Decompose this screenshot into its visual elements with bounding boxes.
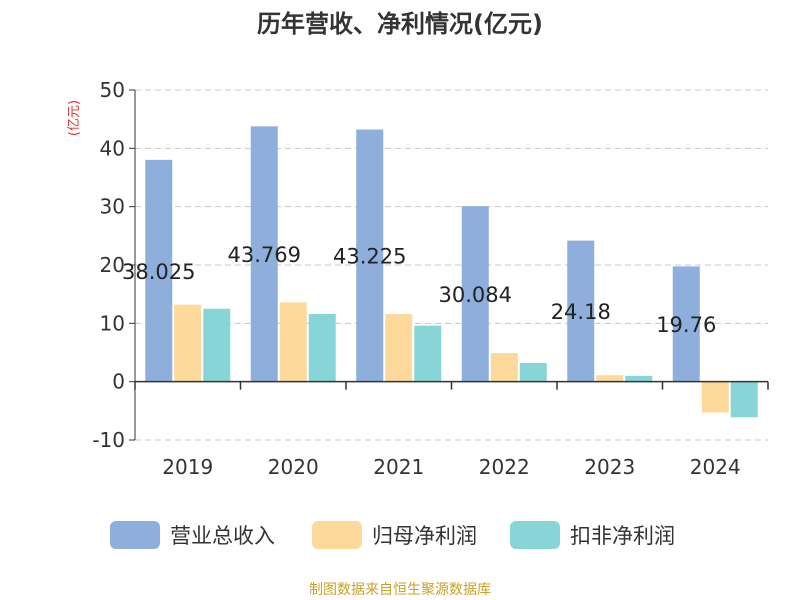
bar-3-2023 (625, 375, 653, 382)
bar-2-2020 (279, 302, 307, 382)
chart-title: 历年营收、净利情况(亿元) (257, 10, 543, 38)
legend-swatch (312, 521, 362, 549)
data-label: 43.769 (228, 243, 301, 267)
data-label: 24.18 (551, 300, 611, 324)
y-tick-label: 50 (100, 78, 125, 102)
legend-item-1[interactable]: 营业总收入 (110, 521, 275, 549)
bar-1-2019 (145, 159, 173, 382)
bar-3-2019 (203, 308, 231, 382)
bar-2-2023 (596, 375, 624, 382)
bar-3-2022 (519, 363, 547, 382)
bar-1-2021 (356, 129, 384, 382)
data-labels: 38.025 43.769 43.225 30.084 24.18 19.76 (122, 243, 716, 337)
source-note: 制图数据来自恒生聚源数据库 (309, 582, 491, 598)
x-tick-label: 2019 (162, 455, 213, 479)
legend-label: 扣非净利润 (570, 524, 675, 548)
bar-2-2022 (490, 353, 518, 382)
data-label: 43.225 (333, 245, 406, 269)
x-tick-label: 2023 (584, 455, 635, 479)
bar-3-2024 (730, 381, 758, 418)
bar-3-2021 (414, 325, 442, 382)
y-axis-label: (亿元) (67, 100, 82, 136)
y-tick-label: 20 (100, 253, 125, 277)
legend[interactable]: 营业总收入 归母净利润 扣非净利润 (110, 521, 675, 549)
data-label: 19.76 (656, 313, 716, 337)
legend-label: 归母净利润 (372, 524, 477, 548)
bar-1-2023 (567, 240, 595, 382)
y-tick-label: 40 (100, 136, 125, 160)
x-tick-label: 2021 (373, 455, 424, 479)
bar-1-2024 (672, 266, 700, 382)
x-tick-label: 2020 (268, 455, 319, 479)
bar-2-2024 (701, 381, 729, 413)
bar-3-2020 (308, 314, 336, 382)
legend-label: 营业总收入 (170, 524, 275, 548)
y-tick-label: 10 (100, 311, 125, 335)
data-label: 30.084 (439, 283, 512, 307)
bars (145, 126, 758, 418)
legend-item-3[interactable]: 扣非净利润 (510, 521, 675, 549)
legend-swatch (110, 521, 160, 549)
x-tick-label: 2022 (479, 455, 530, 479)
bar-1-2020 (250, 126, 278, 382)
bar-2-2019 (174, 304, 202, 382)
axes: -10 0 10 20 30 40 50 2019 2020 2021 2022 2023 2024 (92, 78, 769, 479)
x-tick-label: 2024 (690, 455, 741, 479)
y-tick-label: 30 (100, 195, 125, 219)
bar-1-2022 (461, 206, 489, 382)
y-tick-label: 0 (112, 370, 125, 394)
grid-lines (135, 89, 768, 441)
legend-item-2[interactable]: 归母净利润 (312, 521, 477, 549)
y-tick-label: -10 (92, 428, 125, 452)
legend-swatch (510, 521, 560, 549)
bar-2-2021 (385, 314, 413, 382)
data-label: 38.025 (122, 260, 195, 284)
